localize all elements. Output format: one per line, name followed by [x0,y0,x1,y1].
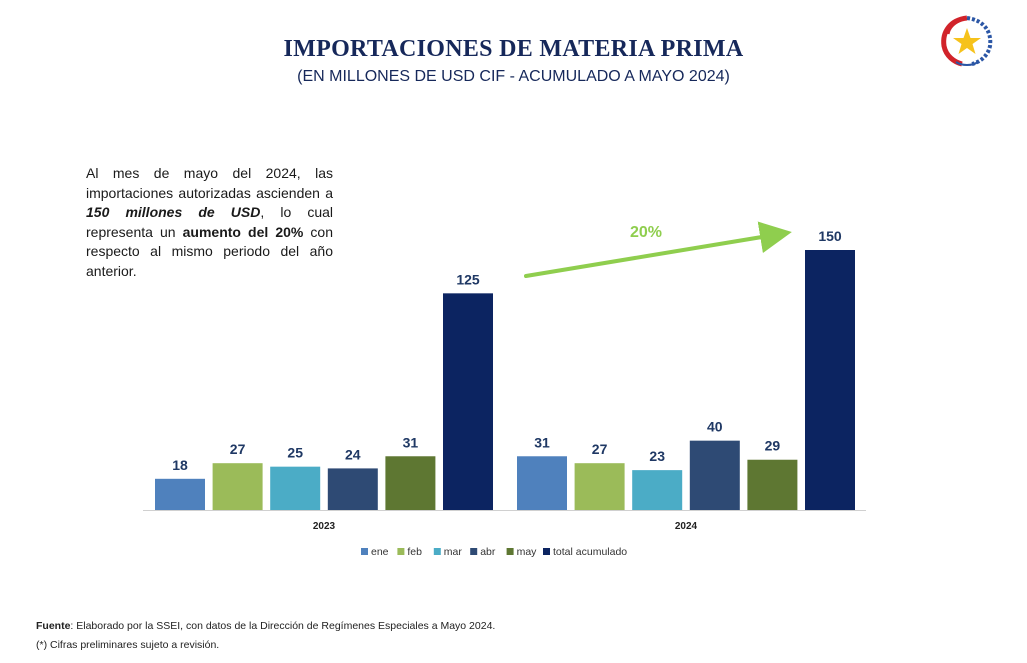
data-label: 150 [818,228,842,244]
paraguay-star-emblem-icon [941,15,993,67]
legend-entry: may [517,546,538,558]
legend-entry: feb [407,546,422,558]
footer: Fuente: Elaborado por la SSEI, con datos… [36,620,495,658]
legend-entry: total acumulado [553,546,627,558]
data-label: 24 [345,446,361,462]
bar-2023-feb [212,463,263,510]
page-subtitle: (EN MILLONES DE USD CIF - ACUMULADO A MA… [297,68,730,85]
legend-swatch [543,548,550,555]
legend-swatch [506,548,514,555]
data-label: 40 [707,419,723,435]
bar-2024-total-acumulado [805,250,855,510]
legend-swatch [433,548,441,555]
source-text: : Elaborado por la SSEI, con datos de la… [70,620,496,632]
bar-2023-may [385,456,436,510]
bar-2023-mar [270,466,321,510]
x-tick-label: 2023 [313,521,336,532]
legend-swatch [397,548,405,555]
bar-2024-may [747,459,798,510]
bar-2024-abr [689,440,740,510]
data-label: 25 [287,445,303,461]
summary-text: Al mes de mayo del 2024, las importacion… [86,165,334,279]
data-label: 29 [765,438,781,454]
legend-entry: mar [444,546,463,558]
growth-arrow [524,221,792,278]
legend-entry: abr [480,546,496,558]
legend-entry: ene [371,546,389,558]
bar-2023-total-acumulado [443,293,493,510]
bar-2023-ene [155,478,205,510]
source-label: Fuente [36,620,71,632]
data-label: 27 [592,441,608,457]
data-label: 18 [172,457,188,473]
data-label: 31 [534,434,550,450]
data-label: 31 [403,434,419,450]
page-title: IMPORTACIONES DE MATERIA PRIMA [283,36,744,62]
data-label: 125 [456,271,480,287]
growth-label: 20% [630,224,662,241]
bar-2024-mar [632,470,683,510]
footnote: (*) Cifras preliminares sujeto a revisió… [36,639,220,651]
bar-2024-ene [517,456,567,510]
data-label: 27 [230,441,246,457]
x-tick-label: 2024 [675,521,698,532]
data-label: 23 [649,448,665,464]
bar-2023-abr [327,468,378,510]
bar-2024-feb [574,463,625,510]
legend-swatch [361,548,368,555]
imports-bar-chart: 18 27 25 24 31 125 2023 31 27 23 40 29 150 2024 20% ene… [143,221,866,558]
legend-swatch [470,548,478,555]
